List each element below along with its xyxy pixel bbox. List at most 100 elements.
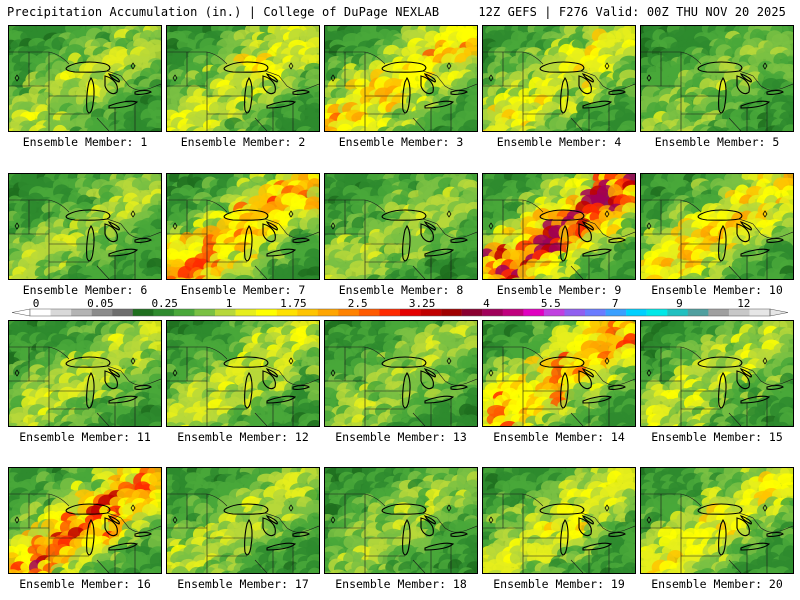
lake-outline	[578, 73, 594, 95]
ensemble-member-label: Ensemble Member: 16	[19, 577, 151, 591]
colorbar-swatch	[564, 309, 586, 316]
colorbar-swatch	[112, 309, 133, 316]
precip-cell	[233, 420, 252, 426]
city-marker	[130, 62, 136, 70]
lake-outline	[697, 209, 743, 221]
state-border	[106, 512, 161, 533]
colorbar-swatch	[71, 309, 92, 316]
ensemble-map-panel	[8, 320, 162, 427]
precip-cell	[613, 242, 629, 255]
precip-cell	[150, 273, 161, 279]
colorbar-swatch	[646, 309, 668, 316]
colorbar-swatch	[297, 309, 318, 316]
city-marker	[330, 74, 336, 82]
city-marker	[604, 210, 610, 218]
ensemble-map-panel	[8, 25, 162, 132]
precip-cell	[534, 125, 550, 131]
colorbar-swatch	[502, 309, 524, 316]
ensemble-map-panel	[324, 467, 478, 574]
colorbar-tick-label: 12	[737, 298, 750, 310]
city-marker	[130, 504, 136, 512]
city-marker	[604, 62, 610, 70]
precip-cell	[307, 567, 319, 573]
lake-outline	[244, 518, 253, 556]
colorbar-scale: 0 0.05 0.25 1 1.75 2.5 3.25 4 5.5 7 9 12	[11, 298, 789, 317]
lake-outline	[65, 356, 111, 368]
lake-outline	[578, 368, 594, 390]
state-border	[106, 218, 161, 239]
precip-cell	[590, 420, 606, 426]
state-border	[412, 265, 426, 279]
lake-outline	[262, 221, 278, 243]
city-marker	[330, 222, 336, 230]
precip-cell	[652, 123, 670, 131]
lake-outline	[134, 531, 152, 537]
city-marker	[446, 62, 452, 70]
precip-cell	[148, 421, 161, 426]
lake-outline	[736, 73, 752, 95]
precip-cell	[622, 275, 635, 279]
lake-outline	[736, 368, 752, 390]
lake-outline	[424, 248, 455, 257]
precip-map	[325, 174, 477, 279]
state-border	[96, 265, 110, 279]
colorbar-swatch	[523, 309, 545, 316]
precip-map	[167, 321, 319, 426]
lake-outline	[86, 224, 95, 262]
state-border	[264, 365, 319, 386]
lake-outline	[608, 89, 626, 95]
precip-map	[9, 26, 161, 131]
city-marker	[762, 210, 768, 218]
precip-cell	[706, 126, 725, 131]
precip-cell	[183, 278, 192, 279]
colorbar-swatch	[400, 309, 421, 316]
state-border	[264, 70, 319, 91]
city-marker	[604, 357, 610, 365]
state-border	[254, 412, 268, 426]
lake-outline	[65, 209, 111, 221]
lake-outline	[766, 237, 784, 243]
lake-outline	[608, 384, 626, 390]
precip-cell	[522, 422, 535, 426]
lake-outline	[539, 209, 585, 221]
colorbar-swatch	[173, 309, 195, 316]
state-border	[422, 365, 477, 386]
precip-cell	[738, 126, 757, 131]
precip-cell	[466, 78, 477, 92]
precip-cell	[589, 271, 607, 279]
ensemble-map-panel	[8, 173, 162, 280]
colorbar-swatch	[667, 309, 688, 316]
ensemble-member-label: Ensemble Member: 15	[651, 430, 783, 444]
colorbar-swatch	[543, 309, 565, 316]
lake-outline	[104, 221, 120, 243]
lake-outline	[718, 371, 727, 409]
colorbar-swatch	[749, 309, 771, 316]
colorbar-swatch	[358, 309, 380, 316]
city-marker	[14, 516, 20, 524]
state-border	[106, 365, 161, 386]
lake-outline	[402, 371, 411, 409]
precip-cell	[437, 126, 457, 131]
precip-cell	[465, 276, 477, 279]
lake-outline	[134, 384, 152, 390]
precip-map	[483, 321, 635, 426]
precip-cell	[192, 127, 210, 131]
lake-outline	[740, 100, 771, 109]
city-marker	[288, 357, 294, 365]
lake-outline	[381, 61, 427, 73]
precip-cell	[167, 275, 178, 279]
colorbar-tick-label: 2.5	[348, 298, 368, 310]
precip-cell	[409, 421, 425, 426]
lake-outline	[740, 395, 771, 404]
precip-cell	[511, 421, 527, 426]
lake-outline	[262, 73, 278, 95]
colorbar-swatch	[420, 309, 442, 316]
ensemble-member-label: Ensemble Member: 17	[177, 577, 309, 591]
colorbar-swatch	[50, 309, 72, 316]
colorbar-swatch	[91, 309, 113, 316]
lake-outline	[244, 76, 253, 114]
precip-cell	[52, 124, 68, 131]
lake-outline	[104, 368, 120, 390]
precip-cell	[330, 421, 347, 426]
city-marker	[330, 369, 336, 377]
